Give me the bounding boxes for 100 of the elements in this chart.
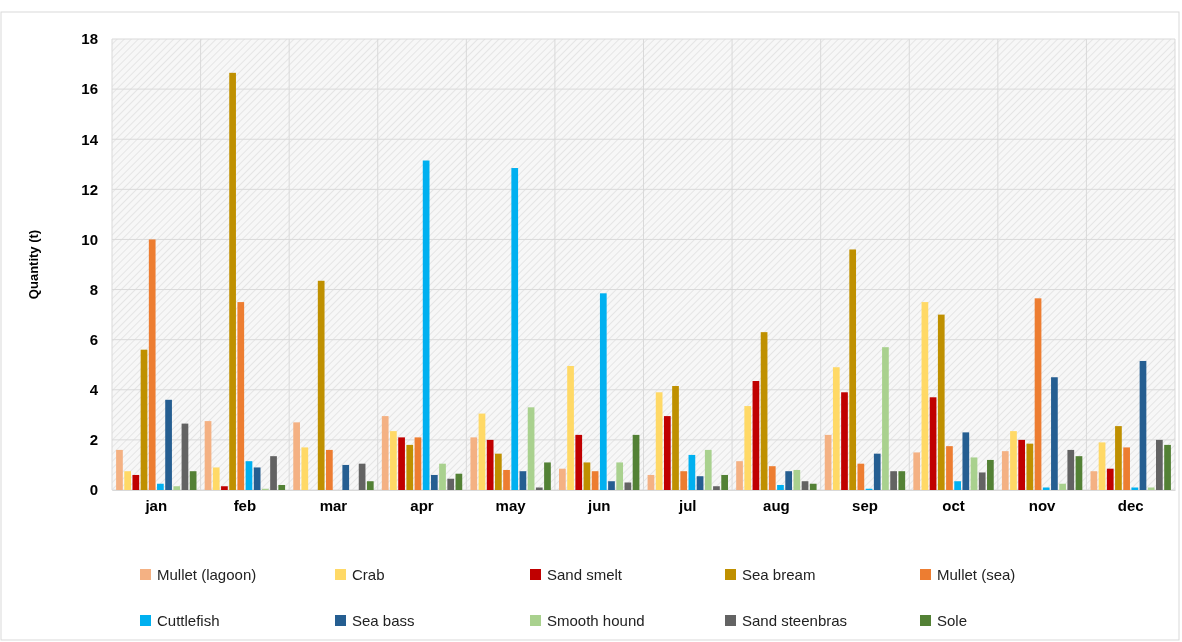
legend-label: Smooth hound <box>547 612 645 629</box>
bar <box>1001 451 1009 490</box>
bar <box>655 392 663 490</box>
bar <box>165 399 172 490</box>
legend-label: Sea bass <box>352 612 415 629</box>
bar <box>1164 444 1171 490</box>
bar <box>672 386 679 490</box>
bar <box>567 365 574 490</box>
bar <box>278 484 286 490</box>
bar <box>157 483 164 490</box>
x-tick-label: may <box>495 496 527 514</box>
bar <box>116 449 123 490</box>
legend-label: Crab <box>352 566 385 583</box>
y-tick-label: 10 <box>81 230 98 248</box>
bar <box>599 293 607 490</box>
bar <box>406 444 414 490</box>
bar <box>535 487 543 490</box>
legend-label: Mullet (lagoon) <box>157 566 257 583</box>
bar <box>849 249 857 490</box>
bar <box>1106 468 1114 490</box>
legend-label: Mullet (sea) <box>937 566 1016 583</box>
bar <box>937 314 945 490</box>
bar <box>366 481 374 490</box>
bar <box>237 302 245 490</box>
y-tick-label: 2 <box>89 431 98 449</box>
bar <box>1051 377 1058 490</box>
bar <box>793 469 801 490</box>
bar <box>527 407 535 490</box>
bar <box>559 468 566 490</box>
bar <box>439 463 446 490</box>
bar <box>132 474 140 490</box>
bar <box>390 431 397 490</box>
bar <box>301 447 309 490</box>
bar <box>832 367 840 490</box>
bar <box>1067 449 1075 490</box>
bar <box>189 471 197 490</box>
bar <box>430 474 438 490</box>
bar <box>713 486 720 490</box>
bar <box>381 416 389 490</box>
bar <box>591 471 599 490</box>
x-tick-label: dec <box>1117 496 1144 514</box>
bar <box>253 467 261 490</box>
bar <box>1059 483 1066 490</box>
bar <box>1156 439 1163 490</box>
bar <box>317 280 325 490</box>
bar <box>447 478 455 490</box>
bar <box>970 457 978 490</box>
bar <box>414 437 422 490</box>
x-tick-label: jul <box>678 496 697 514</box>
bar <box>1026 443 1034 490</box>
bar <box>583 462 591 490</box>
bar <box>704 449 712 490</box>
bar <box>326 449 333 490</box>
bar <box>616 462 624 490</box>
legend-label: Sand steenbras <box>742 612 848 629</box>
bar <box>929 397 937 490</box>
bar <box>519 471 527 490</box>
bar <box>785 471 793 490</box>
bar <box>777 484 784 490</box>
bar <box>1042 487 1050 490</box>
y-tick-label: 4 <box>89 381 99 399</box>
bar <box>736 461 743 490</box>
bar <box>1098 442 1106 490</box>
bar <box>511 168 519 490</box>
bar <box>1090 471 1098 490</box>
x-tick-label: aug <box>763 496 790 514</box>
bar <box>898 471 906 490</box>
bar <box>486 439 494 490</box>
bar <box>873 453 881 490</box>
legend-label: Sole <box>937 612 968 629</box>
bar <box>1034 298 1042 490</box>
bar <box>245 461 253 490</box>
x-tick-label: feb <box>233 496 257 514</box>
bar <box>841 392 848 490</box>
y-tick-label: 12 <box>81 180 98 198</box>
bar <box>801 481 809 490</box>
y-tick-label: 14 <box>81 130 99 148</box>
bar <box>624 482 632 490</box>
bar <box>663 416 671 490</box>
bar <box>1075 456 1083 490</box>
bar <box>768 466 776 490</box>
bar <box>544 462 551 490</box>
bar <box>173 486 181 490</box>
bar <box>342 464 350 490</box>
bar <box>1123 447 1130 490</box>
y-axis-title: Quantity (t) <box>26 229 41 300</box>
bar <box>503 469 510 490</box>
legend-label: Cuttlefish <box>157 612 220 629</box>
bar <box>221 486 228 490</box>
bar <box>494 453 502 490</box>
bar <box>913 452 921 490</box>
legend-label: Sea bream <box>742 566 816 583</box>
bar <box>1131 487 1139 490</box>
x-tick-label: nov <box>1028 496 1057 514</box>
bar <box>575 434 583 490</box>
bar <box>890 471 897 490</box>
x-tick-label: jan <box>144 496 168 514</box>
x-tick-label: jun <box>586 496 611 514</box>
bar <box>954 481 961 490</box>
y-tick-label: 0 <box>89 481 98 499</box>
